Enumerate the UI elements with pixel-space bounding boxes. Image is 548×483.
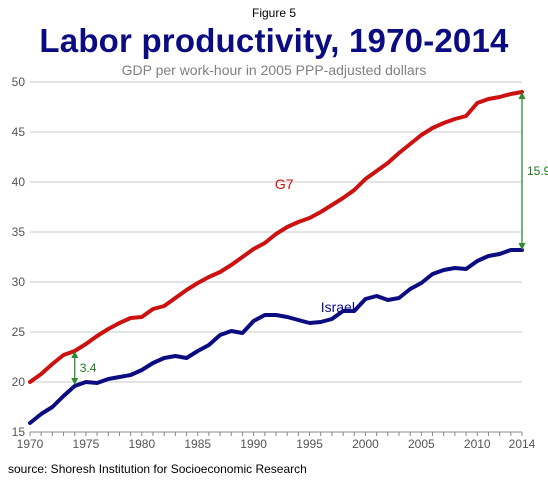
y-tick-label-15: 15 [12,425,26,439]
x-tick-label-1995: 1995 [296,437,323,451]
figure-label: Figure 5 [251,6,297,20]
gap-arrowhead-bottom-1 [518,243,526,250]
y-tick-label-35: 35 [12,225,26,239]
gap-arrowhead-top-1 [518,92,526,99]
x-tick-label-1970: 1970 [17,437,44,451]
source-note: source: Shoresh Institution for Socioeco… [8,462,307,476]
series-line-israel [28,248,524,425]
series-label-g7: G7 [275,176,294,192]
gap-label-0: 3.4 [80,361,97,375]
x-tick-label-2014: 2014 [509,437,536,451]
gap-arrowhead-top-0 [71,351,79,358]
x-tick-label-2000: 2000 [352,437,379,451]
gap-label-1: 15.9 [527,164,548,178]
y-tick-label-45: 45 [12,125,26,139]
x-tick-label-2010: 2010 [464,437,491,451]
y-tick-label-40: 40 [12,175,26,189]
x-tick-label-1990: 1990 [240,437,267,451]
gap-arrowhead-bottom-0 [71,378,79,385]
x-tick-label-1985: 1985 [184,437,211,451]
x-tick-label-1980: 1980 [128,437,155,451]
series-label-israel: Israel [321,299,355,315]
chart-title: Labor productivity, 1970-2014 [39,22,509,59]
y-tick-label-20: 20 [12,375,26,389]
y-tick-label-25: 25 [12,325,26,339]
chart-subtitle: GDP per work-hour in 2005 PPP-adjusted d… [121,62,427,78]
y-tick-label-50: 50 [12,75,26,89]
x-tick-label-1975: 1975 [73,437,100,451]
x-tick-label-2005: 2005 [408,437,435,451]
series-line-g7 [28,90,524,384]
y-tick-label-30: 30 [12,275,26,289]
